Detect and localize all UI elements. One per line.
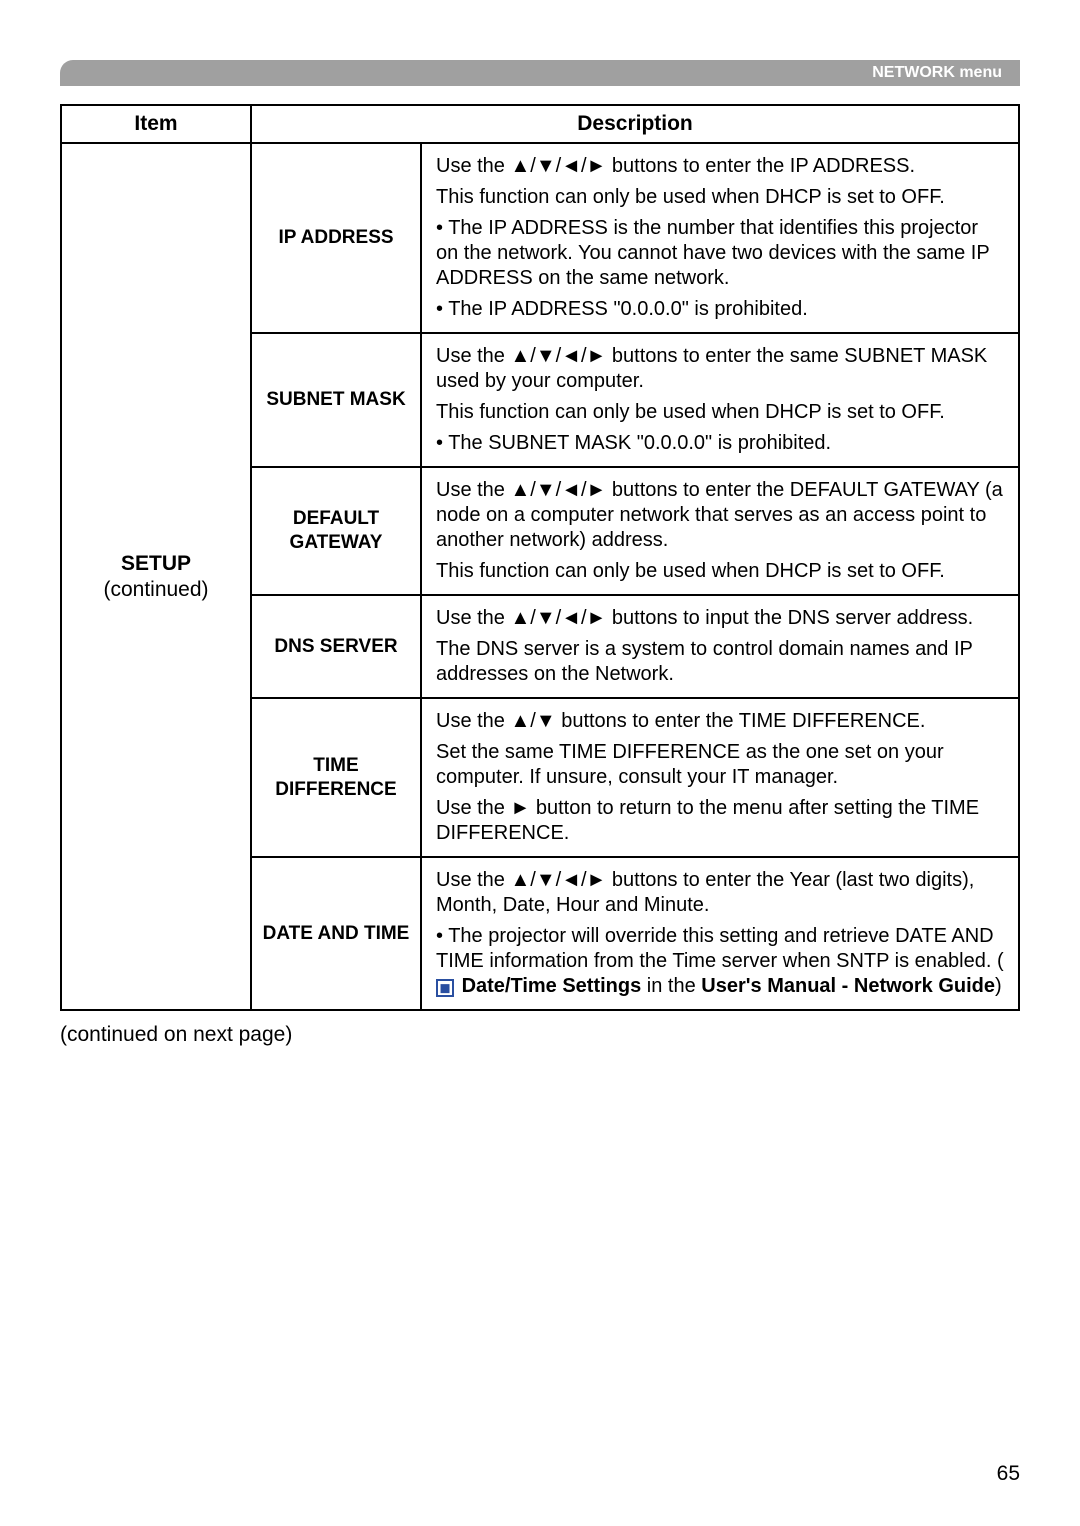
- group-subtitle: (continued): [68, 578, 244, 602]
- desc-line: Set the same TIME DIFFERENCE as the one …: [436, 740, 1004, 790]
- desc-line: This function can only be used when DHCP…: [436, 400, 1004, 425]
- desc-cell: Use the ▲/▼/◄/► buttons to enter the DEF…: [421, 467, 1019, 595]
- desc-line: Use the ▲/▼ buttons to enter the TIME DI…: [436, 709, 1004, 734]
- page-number: 65: [997, 1462, 1020, 1486]
- desc-line: Use the ▲/▼/◄/► buttons to enter the sam…: [436, 344, 1004, 394]
- group-cell: SETUP (continued): [61, 143, 251, 1010]
- subitem-label: DATE AND TIME: [251, 857, 421, 1010]
- col-desc-header: Description: [251, 105, 1019, 143]
- desc-line: • The IP ADDRESS is the number that iden…: [436, 216, 1004, 291]
- desc-line: • The IP ADDRESS "0.0.0.0" is prohibited…: [436, 297, 1004, 322]
- desc-line: This function can only be used when DHCP…: [436, 185, 1004, 210]
- subitem-label: IP ADDRESS: [251, 143, 421, 333]
- section-title: NETWORK menu: [872, 64, 1002, 82]
- desc-line: The DNS server is a system to control do…: [436, 637, 1004, 687]
- desc-cell: Use the ▲/▼ buttons to enter the TIME DI…: [421, 698, 1019, 857]
- continued-note: (continued on next page): [60, 1023, 1020, 1047]
- desc-cell: Use the ▲/▼/◄/► buttons to enter the sam…: [421, 333, 1019, 467]
- desc-line: Use the ▲/▼/◄/► buttons to enter the IP …: [436, 154, 1004, 179]
- desc-line: This function can only be used when DHCP…: [436, 559, 1004, 584]
- table-header-row: Item Description: [61, 105, 1019, 143]
- desc-cell: Use the ▲/▼/◄/► buttons to input the DNS…: [421, 595, 1019, 698]
- desc-line: Use the ▲/▼/◄/► buttons to enter the Yea…: [436, 868, 1004, 918]
- desc-line: • The SUBNET MASK "0.0.0.0" is prohibite…: [436, 431, 1004, 456]
- subitem-label: DNS SERVER: [251, 595, 421, 698]
- reference-icon: ◼: [436, 979, 454, 997]
- table-row: SETUP (continued) IP ADDRESS Use the ▲/▼…: [61, 143, 1019, 333]
- network-setup-table: Item Description SETUP (continued) IP AD…: [60, 104, 1020, 1011]
- section-header: NETWORK menu: [60, 60, 1020, 86]
- subitem-label: SUBNET MASK: [251, 333, 421, 467]
- group-title: SETUP: [68, 552, 244, 576]
- desc-line: Use the ▲/▼/◄/► buttons to input the DNS…: [436, 606, 1004, 631]
- desc-line: Use the ► button to return to the menu a…: [436, 796, 1004, 846]
- desc-line: Use the ▲/▼/◄/► buttons to enter the DEF…: [436, 478, 1004, 553]
- subitem-label: DEFAULT GATEWAY: [251, 467, 421, 595]
- desc-cell: Use the ▲/▼/◄/► buttons to enter the Yea…: [421, 857, 1019, 1010]
- subitem-label: TIME DIFFERENCE: [251, 698, 421, 857]
- desc-line: • The projector will override this setti…: [436, 924, 1004, 999]
- col-item-header: Item: [61, 105, 251, 143]
- desc-cell: Use the ▲/▼/◄/► buttons to enter the IP …: [421, 143, 1019, 333]
